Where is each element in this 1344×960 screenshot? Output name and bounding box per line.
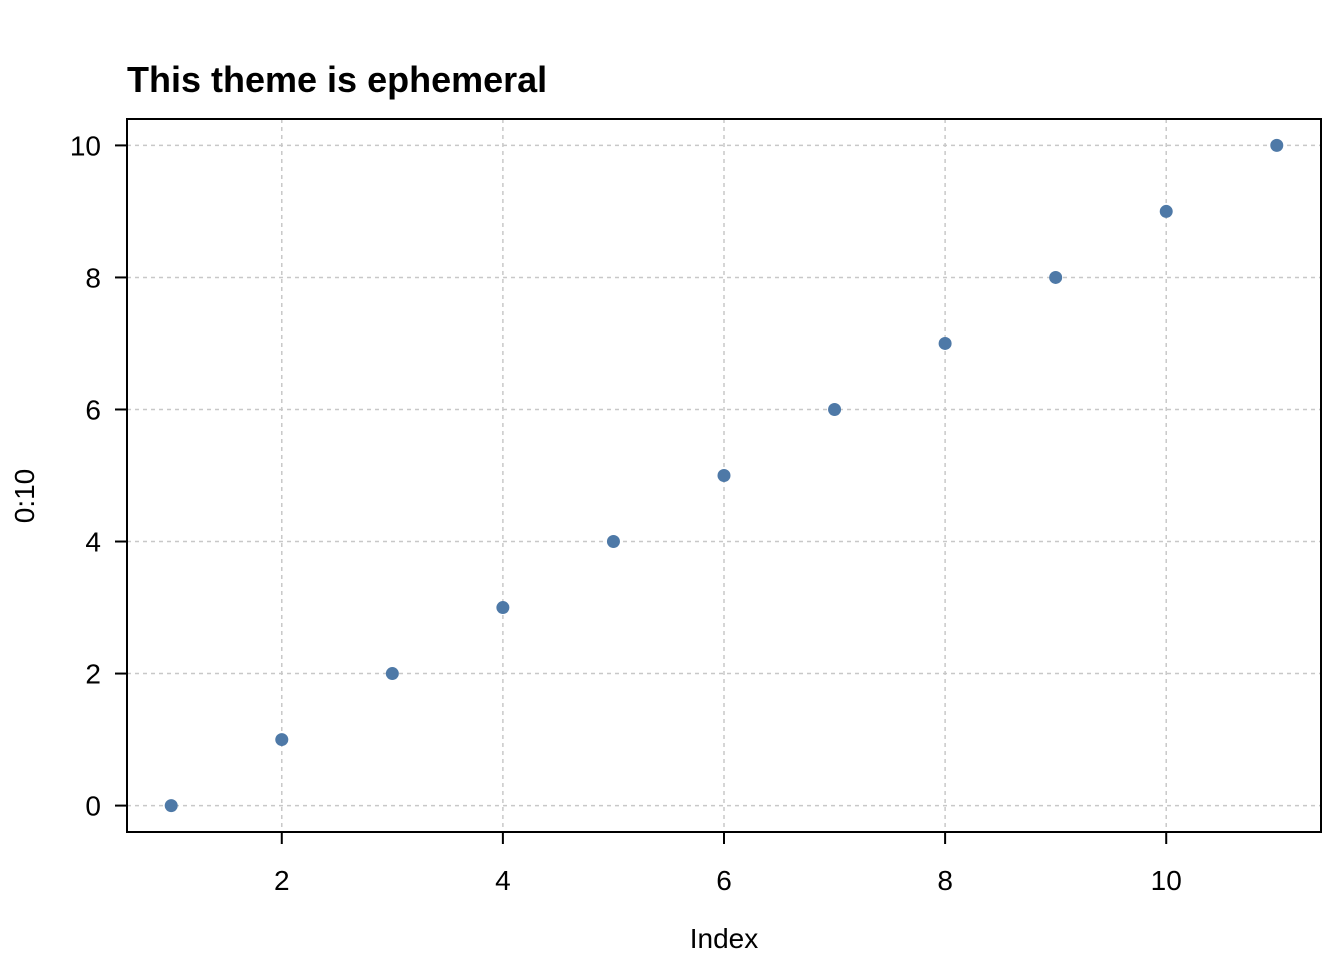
- y-tick-label: 2: [85, 659, 101, 690]
- data-point: [938, 336, 952, 350]
- y-tick-label: 10: [70, 130, 101, 161]
- data-point: [1049, 270, 1063, 284]
- data-point: [1270, 138, 1284, 152]
- data-point: [606, 535, 620, 549]
- data-point: [164, 799, 178, 813]
- y-tick-label: 8: [85, 262, 101, 293]
- data-point: [828, 402, 842, 416]
- x-tick-label: 6: [716, 865, 732, 896]
- grid-lines: [127, 119, 1321, 832]
- x-tick-label: 10: [1151, 865, 1182, 896]
- x-tick-label: 4: [495, 865, 511, 896]
- data-point: [1159, 204, 1173, 218]
- data-point: [496, 601, 510, 615]
- y-tick-label: 6: [85, 394, 101, 425]
- chart-title: This theme is ephemeral: [127, 59, 547, 100]
- data-point: [717, 469, 731, 482]
- y-tick-label: 0: [85, 791, 101, 822]
- x-axis-label: Index: [690, 923, 759, 954]
- y-tick-label: 4: [85, 527, 101, 558]
- x-axis: 2 4 6 8 10: [274, 832, 1182, 896]
- x-tick-label: 8: [937, 865, 953, 896]
- y-axis: 0 2 4 6 8 10: [70, 130, 127, 822]
- x-tick-label: 2: [274, 865, 290, 896]
- data-points: [164, 138, 1284, 813]
- data-point: [275, 733, 289, 747]
- y-axis-label: 0:10: [9, 469, 40, 524]
- data-point: [385, 667, 399, 681]
